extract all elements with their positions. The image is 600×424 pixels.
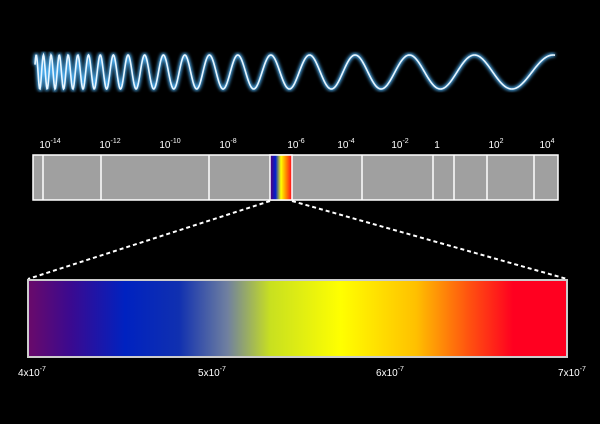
label-exp: -6 bbox=[298, 138, 304, 145]
label-base: 10 bbox=[219, 140, 231, 151]
label-base: 1 bbox=[434, 140, 440, 151]
label: 10-14 bbox=[39, 138, 60, 151]
label-base: 10 bbox=[39, 140, 51, 151]
visible-spectrum bbox=[27, 279, 568, 358]
label-base: 10 bbox=[159, 140, 171, 151]
label: 10-12 bbox=[99, 138, 120, 151]
zoom-line bbox=[291, 200, 568, 280]
label-base: 4x10 bbox=[18, 368, 40, 379]
label-base: 10 bbox=[337, 140, 349, 151]
label-base: 10 bbox=[488, 140, 500, 151]
label: 10-6 bbox=[287, 138, 304, 151]
visible-band bbox=[269, 154, 293, 201]
wave bbox=[33, 48, 556, 94]
wave-line bbox=[34, 52, 556, 91]
label-base: 10 bbox=[287, 140, 299, 151]
label-base: 7x10 bbox=[558, 368, 580, 379]
label: 10-8 bbox=[219, 138, 236, 151]
label: 102 bbox=[488, 138, 503, 151]
label-exp: -12 bbox=[111, 138, 121, 145]
label: 1 bbox=[434, 140, 440, 151]
label: 5x10-7 bbox=[198, 366, 226, 379]
label-base: 6x10 bbox=[376, 368, 398, 379]
label: 10-10 bbox=[159, 138, 180, 151]
label: 10-2 bbox=[391, 138, 408, 151]
label-base: 10 bbox=[99, 140, 111, 151]
label-exp: -7 bbox=[40, 366, 46, 373]
dividers bbox=[42, 155, 535, 200]
label: 104 bbox=[539, 138, 554, 151]
label-base: 5x10 bbox=[198, 368, 220, 379]
scale-bar bbox=[32, 154, 559, 201]
label-exp: -7 bbox=[580, 366, 586, 373]
labels: 10-14 10-12 10-10 10-8 10-6 10-4 10-2 1 102 1044x… bbox=[18, 138, 586, 379]
label-exp: -2 bbox=[402, 138, 408, 145]
label: 6x10-7 bbox=[376, 366, 404, 379]
label: 4x10-7 bbox=[18, 366, 46, 379]
zoom-line bbox=[27, 200, 271, 280]
label-base: 10 bbox=[391, 140, 403, 151]
label-exp: 4 bbox=[551, 138, 555, 145]
label-exp: -4 bbox=[348, 138, 354, 145]
label-exp: -7 bbox=[398, 366, 404, 373]
label-exp: -10 bbox=[171, 138, 181, 145]
label-exp: -8 bbox=[230, 138, 236, 145]
label-exp: -7 bbox=[220, 366, 226, 373]
label-base: 10 bbox=[539, 140, 551, 151]
label-exp: 2 bbox=[500, 138, 504, 145]
label: 10-4 bbox=[337, 138, 354, 151]
label: 7x10-7 bbox=[558, 366, 586, 379]
label-exp: -14 bbox=[51, 138, 61, 145]
